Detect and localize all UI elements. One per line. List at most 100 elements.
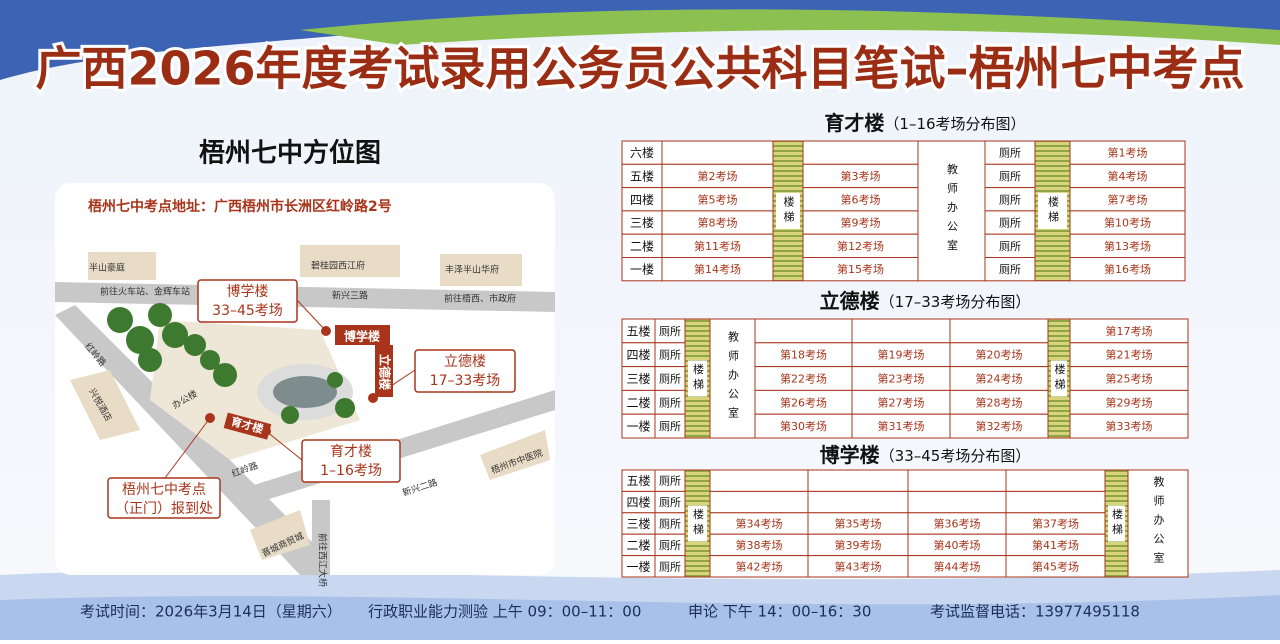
exam-room: 第7考场 — [1108, 192, 1148, 206]
exam-room: 第22考场 — [780, 372, 827, 386]
exam-room: 第4考场 — [1108, 169, 1148, 183]
exam-room: 第2考场 — [698, 169, 738, 183]
exam-room: 第42考场 — [736, 559, 783, 573]
cell — [949, 318, 1049, 344]
callout-rooms: 17–33考场 — [430, 373, 501, 389]
exam-room: 第25考场 — [1106, 372, 1153, 386]
floor-label: 五楼 — [626, 473, 650, 488]
map-label: 新兴三路 — [332, 290, 368, 302]
exam-room: 第33考场 — [1106, 419, 1153, 433]
cell — [709, 469, 809, 492]
floor-label: 三楼 — [630, 215, 654, 230]
map-label: 前往梧西、市政府 — [444, 293, 516, 305]
callout-rooms: （正门）报到处 — [115, 501, 213, 517]
map-label: 半山豪庭 — [89, 262, 125, 274]
exam-room: 第26考场 — [780, 395, 827, 409]
floor-label: 三楼 — [626, 371, 650, 386]
cell — [907, 469, 1007, 492]
toilet-label: 厕所 — [659, 475, 681, 488]
building-tag: 立德楼 — [378, 354, 393, 390]
exam-room: 第14考场 — [694, 262, 741, 276]
callout-name: 梧州七中考点 — [122, 482, 206, 498]
exam-room: 第38考场 — [736, 538, 783, 552]
callout-rooms: 33–45考场 — [212, 303, 283, 319]
building-title: 立德楼（17–33考场分布图） — [820, 289, 1031, 313]
exam-room: 第39考场 — [835, 538, 882, 552]
cell — [907, 490, 1007, 514]
stairs-label-bg — [1038, 192, 1067, 229]
exam-room: 第45考场 — [1032, 559, 1079, 573]
exam-room: 第27考场 — [878, 395, 925, 409]
exam-room: 第31考场 — [878, 419, 925, 433]
exam-room: 第18考场 — [780, 348, 827, 362]
exam-room: 第9考场 — [841, 216, 881, 230]
cell — [807, 469, 909, 492]
exam-room: 第21考场 — [1106, 348, 1153, 362]
building-name: 博学楼 — [820, 443, 880, 467]
office — [709, 318, 756, 439]
exam-room: 第11考场 — [694, 239, 741, 253]
exam-room: 第41考场 — [1032, 538, 1079, 552]
stairs-label-bg — [688, 360, 707, 397]
exam-room: 第16考场 — [1104, 262, 1151, 276]
stairs-label: 楼梯 — [1053, 362, 1066, 393]
cell — [1005, 469, 1106, 492]
cell — [709, 490, 809, 514]
exam-room: 第8考场 — [698, 216, 738, 230]
floor-label: 二楼 — [630, 238, 654, 253]
exam-room: 第12考场 — [837, 239, 884, 253]
exam-room: 第37考场 — [1032, 517, 1079, 531]
map-title: 梧州七中方位图 — [199, 138, 381, 169]
floor-label: 六楼 — [630, 145, 654, 160]
callout-rooms: 1–16考场 — [320, 463, 382, 479]
exam-room: 第19考场 — [878, 348, 925, 362]
exam-room: 第1考场 — [1108, 146, 1148, 160]
exam-room: 第28考场 — [976, 395, 1023, 409]
toilet-label: 厕所 — [659, 518, 681, 531]
building-name: 立德楼 — [820, 289, 880, 313]
exam-room: 第36考场 — [934, 517, 981, 531]
toilet-label: 厕所 — [659, 396, 681, 409]
building-tag: 博学楼 — [344, 329, 380, 344]
office-label: 教师办公室 — [946, 163, 959, 258]
exam-room: 第32考场 — [976, 419, 1023, 433]
building-range: （33–45考场分布图） — [880, 447, 1031, 465]
floor-label: 三楼 — [626, 516, 650, 531]
callout-box — [414, 349, 516, 393]
exam-room: 第24考场 — [976, 372, 1023, 386]
exam-room: 第43考场 — [835, 559, 882, 573]
toilet-label: 厕所 — [659, 373, 681, 386]
cell — [1069, 413, 1189, 439]
stairs-label: 楼梯 — [692, 362, 705, 393]
map-label: 前往火车站、金辉车站 — [100, 286, 190, 298]
exam-room: 第13考场 — [1104, 239, 1151, 253]
map-label: 前往西江大桥 — [317, 533, 329, 587]
title: 广西2026年度考试录用公务员公共科目笔试–梧州七中考点 — [35, 42, 1244, 96]
address: 梧州七中考点地址：广西梧州市长洲区红岭路2号 — [88, 198, 392, 215]
building-range: （17–33考场分布图） — [880, 293, 1031, 311]
callout-name: 立德楼 — [444, 354, 486, 370]
floor-label: 二楼 — [626, 537, 650, 552]
exam-room: 第34考场 — [736, 517, 783, 531]
toilet-label: 厕所 — [999, 240, 1021, 253]
exam-room: 第3考场 — [841, 169, 881, 183]
cell — [754, 318, 853, 344]
toilet-label: 厕所 — [659, 325, 681, 338]
exam-room: 第44考场 — [934, 559, 981, 573]
callout-box — [107, 477, 221, 519]
cell — [807, 490, 909, 514]
stairs-label-bg — [1051, 360, 1067, 397]
toilet-label: 厕所 — [659, 420, 681, 433]
cell — [1069, 257, 1186, 282]
floor-label: 五楼 — [630, 168, 654, 183]
footer-text: 考试监督电话：13977495118 — [930, 603, 1140, 621]
floor-label: 四楼 — [630, 192, 654, 207]
toilet-label: 厕所 — [659, 539, 681, 552]
building-title: 育才楼（1–16考场分布图） — [824, 111, 1025, 135]
cell — [661, 140, 774, 165]
exam-room: 第17考场 — [1106, 324, 1153, 338]
exam-room: 第23考场 — [878, 372, 925, 386]
cell — [851, 318, 951, 344]
footer-text: 考试时间：2026年3月14日（星期六） — [80, 603, 342, 621]
